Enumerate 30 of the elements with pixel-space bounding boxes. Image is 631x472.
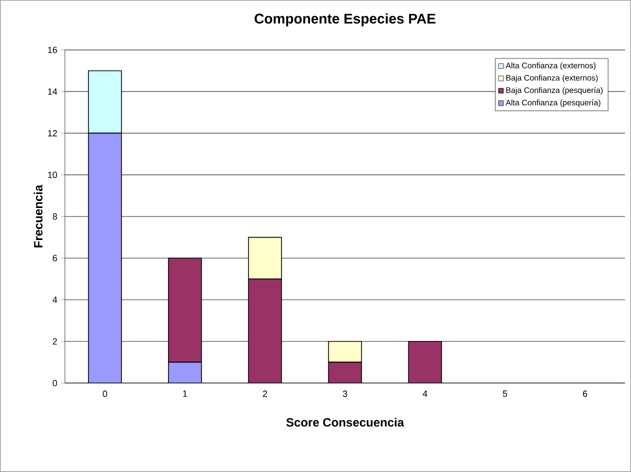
bar [88, 132, 122, 384]
legend-label: Baja Confianza (externos) [506, 74, 598, 82]
y-axis-title: Frecuencia [34, 184, 42, 248]
bar [168, 258, 202, 363]
legend-label: Alta Confianza (externos) [506, 62, 596, 70]
x-axis-title: Score Consecuencia [286, 418, 404, 427]
y-tick-label: 10 [48, 172, 58, 178]
legend-label: Alta Confianza (pesquería) [506, 99, 600, 108]
y-tick-label: 14 [48, 88, 58, 95]
x-tick-label: 5 [502, 390, 508, 397]
y-tick-label: 2 [52, 338, 57, 345]
legend-label: Baja Confianza (pesquería) [506, 87, 603, 95]
chart-title: Componente Especies PAE [254, 13, 436, 26]
y-tick-label: 0 [52, 380, 58, 386]
x-tick-label: 4 [422, 390, 428, 397]
x-tick-label: 1 [183, 390, 188, 397]
bar [328, 341, 362, 363]
y-tick-label: 12 [48, 130, 57, 136]
x-tick-label: 6 [583, 390, 588, 397]
bar [328, 362, 362, 384]
bar [168, 362, 202, 384]
y-tick-label: 4 [52, 296, 58, 303]
x-tick-label: 0 [102, 390, 108, 397]
bar [248, 278, 282, 384]
x-tick-label: 2 [262, 390, 268, 397]
y-tick-label: 16 [48, 46, 57, 54]
y-tick-label: 6 [52, 254, 57, 262]
x-tick-label: 3 [342, 390, 348, 397]
y-tick-label: 8 [52, 213, 57, 220]
bar [408, 341, 442, 384]
